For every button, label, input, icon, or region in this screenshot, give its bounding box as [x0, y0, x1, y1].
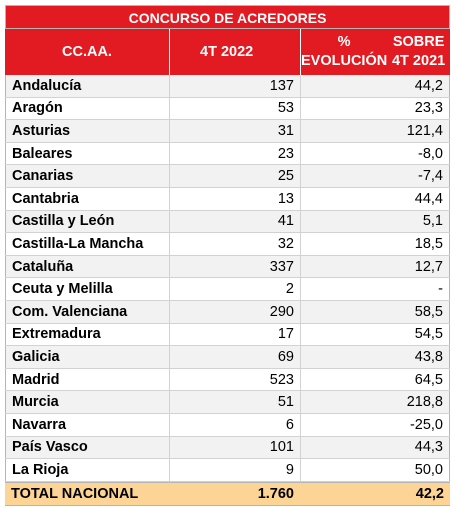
change-cell: 218,8: [300, 391, 450, 413]
region-cell: Ceuta y Melilla: [5, 278, 169, 300]
value-cell: 523: [169, 368, 300, 391]
region-cell: País Vasco: [5, 436, 169, 459]
region-cell: Com. Valenciana: [5, 300, 169, 323]
table-row: Ceuta y Melilla 2-: [5, 278, 450, 301]
total-value: 1.760: [257, 485, 294, 502]
region-cell: Murcia: [5, 391, 169, 413]
value-cell: 25: [169, 165, 300, 187]
value-cell: 101: [169, 436, 300, 459]
region-cell: Cataluña: [5, 255, 169, 278]
table-row: Aragón 53 23,3: [5, 97, 450, 121]
value-cell: 69: [169, 346, 300, 368]
table-row: Castilla-La Mancha 32 18,5: [5, 233, 450, 256]
table-row: Navarra 6 -25,0: [5, 413, 450, 437]
table-title: CONCURSO DE ACREDORES: [5, 5, 450, 29]
table-row: Com. Valenciana 290 58,5: [5, 300, 450, 324]
region-cell: Madrid: [5, 368, 169, 391]
value-cell: 51: [169, 391, 300, 413]
value-cell: 9: [169, 459, 300, 481]
value-cell: 32: [169, 233, 300, 255]
change-cell: -25,0: [300, 413, 450, 436]
value-cell: 31: [169, 120, 300, 142]
region-cell: Extremadura: [5, 323, 169, 346]
table-row: Asturias 31 121,4: [5, 120, 450, 143]
region-cell: Cantabria: [5, 187, 169, 210]
table-row: Extremadura 17 54,5: [5, 323, 450, 347]
total-change: 42,2: [415, 485, 444, 502]
value-cell: 13: [169, 187, 300, 210]
total-label: TOTAL NACIONAL: [11, 485, 139, 502]
header-region: CC.AA.: [62, 43, 112, 60]
creditors-table: CONCURSO DE ACREDORES CC.AA. 4T 2022 % E…: [5, 5, 450, 506]
change-cell: 64,5: [300, 368, 450, 391]
change-cell: 43,8: [300, 346, 450, 368]
table-row: Cantabria 13 44,4: [5, 187, 450, 211]
region-cell: Navarra: [5, 413, 169, 436]
change-cell: 50,0: [300, 459, 450, 481]
value-cell: 2: [169, 278, 300, 300]
value-cell: 337: [169, 255, 300, 278]
value-cell: 41: [169, 210, 300, 233]
table-row: Andalucía 137 44,2: [5, 75, 450, 98]
value-cell: 23: [169, 142, 300, 165]
table-row: La Rioja 9 50,0: [5, 459, 450, 482]
table-row: Madrid 523 64,5: [5, 368, 450, 392]
region-cell: La Rioja: [5, 459, 169, 481]
table-row: Galicia 69 43,8: [5, 346, 450, 369]
change-cell: 18,5: [300, 233, 450, 255]
region-cell: Galicia: [5, 346, 169, 368]
region-cell: Asturias: [5, 120, 169, 142]
change-cell: -: [300, 278, 450, 300]
header-evolution-line1: % EVOLUCIÓN: [301, 34, 388, 69]
change-cell: 12,7: [300, 255, 450, 278]
change-cell: 5,1: [300, 210, 450, 233]
table-row: Baleares 23 -8,0: [5, 142, 450, 166]
change-cell: 44,4: [300, 187, 450, 210]
region-cell: Castilla y León: [5, 210, 169, 233]
value-cell: 137: [169, 75, 300, 97]
region-cell: Baleares: [5, 142, 169, 165]
change-cell: 44,2: [300, 75, 450, 97]
value-cell: 290: [169, 300, 300, 323]
change-cell: -7,4: [300, 165, 450, 187]
region-cell: Andalucía: [5, 75, 169, 97]
change-cell: 23,3: [300, 97, 450, 120]
table-row: Murcia 51 218,8: [5, 391, 450, 414]
region-cell: Canarias: [5, 165, 169, 187]
header-evolution-line2: SOBRE 4T 2021: [391, 34, 446, 69]
change-cell: 44,3: [300, 436, 450, 459]
region-cell: Aragón: [5, 97, 169, 120]
value-cell: 6: [169, 413, 300, 436]
change-cell: 121,4: [300, 120, 450, 142]
header-evolution: % EVOLUCIÓN SOBRE 4T 2021: [300, 29, 450, 75]
table-body: Andalucía 137 44,2 Aragón 53 23,3 Asturias 31 12…: [5, 75, 450, 482]
value-cell: 53: [169, 97, 300, 120]
table-row: País Vasco 101 44,3: [5, 436, 450, 460]
change-cell: -8,0: [300, 142, 450, 165]
header-4t-2022: 4T 2022: [169, 29, 300, 75]
change-cell: 54,5: [300, 323, 450, 346]
table-row: Canarias 25 -7,4: [5, 165, 450, 188]
total-row: TOTAL NACIONAL 1.760 42,2: [5, 481, 450, 506]
region-cell: Castilla-La Mancha: [5, 233, 169, 255]
table-row: Castilla y León 41 5,1: [5, 210, 450, 234]
header-row: CC.AA. 4T 2022 % EVOLUCIÓN SOBRE 4T 2021: [5, 29, 450, 75]
change-cell: 58,5: [300, 300, 450, 323]
table-row: Cataluña 337 12,7: [5, 255, 450, 279]
value-cell: 17: [169, 323, 300, 346]
